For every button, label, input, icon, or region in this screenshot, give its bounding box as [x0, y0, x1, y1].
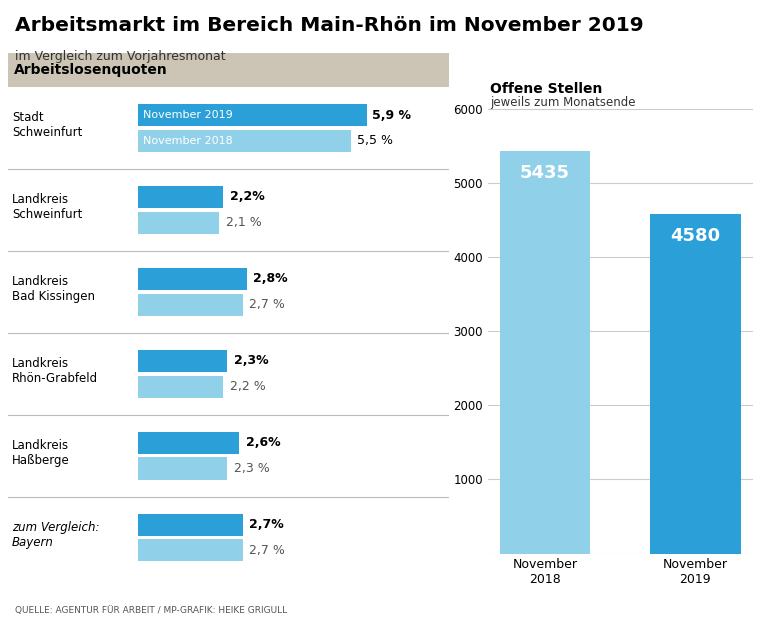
Bar	[138, 104, 367, 126]
Text: 5435: 5435	[520, 164, 570, 182]
Text: 2,7 %: 2,7 %	[250, 298, 285, 311]
Text: Landkreis
Bad Kissingen: Landkreis Bad Kissingen	[12, 275, 95, 303]
Text: Arbeitslosenquoten: Arbeitslosenquoten	[15, 63, 168, 77]
Bar	[138, 376, 223, 397]
Text: 5,5 %: 5,5 %	[357, 134, 392, 147]
Text: zum Vergleich:
Bayern: zum Vergleich: Bayern	[12, 521, 100, 549]
Text: Stadt
Schweinfurt: Stadt Schweinfurt	[12, 111, 82, 139]
Text: Offene Stellen: Offene Stellen	[490, 82, 602, 96]
Text: 2,6%: 2,6%	[246, 436, 280, 449]
Text: 2,2%: 2,2%	[230, 190, 265, 203]
Bar	[138, 514, 243, 536]
Bar	[138, 457, 227, 480]
Bar	[138, 294, 243, 316]
Text: im Vergleich zum Vorjahresmonat: im Vergleich zum Vorjahresmonat	[15, 50, 226, 63]
Text: QUELLE: AGENTUR FÜR ARBEIT / MP-GRAFIK: HEIKE GRIGULL: QUELLE: AGENTUR FÜR ARBEIT / MP-GRAFIK: …	[15, 606, 287, 615]
Bar	[138, 211, 220, 234]
Text: 4580: 4580	[670, 228, 720, 246]
Text: 2,7 %: 2,7 %	[250, 544, 285, 557]
Bar	[8, 53, 449, 87]
Text: Landkreis
Rhön-Grabfeld: Landkreis Rhön-Grabfeld	[12, 357, 98, 385]
Text: November 2019: November 2019	[144, 110, 233, 120]
Bar	[138, 268, 247, 290]
Text: November 2018: November 2018	[144, 136, 233, 146]
Text: Landkreis
Schweinfurt: Landkreis Schweinfurt	[12, 193, 82, 221]
Bar	[138, 130, 352, 152]
Bar	[650, 214, 740, 554]
Text: Landkreis
Haßberge: Landkreis Haßberge	[12, 439, 70, 467]
Text: 2,1 %: 2,1 %	[226, 216, 262, 230]
Bar	[138, 432, 239, 454]
Text: 2,7%: 2,7%	[250, 518, 284, 531]
Text: jeweils zum Monatsende: jeweils zum Monatsende	[490, 96, 635, 109]
Text: 2,8%: 2,8%	[253, 272, 288, 285]
Text: 2,3%: 2,3%	[234, 355, 269, 368]
Text: 2,3 %: 2,3 %	[234, 462, 270, 475]
Text: Arbeitsmarkt im Bereich Main-Rhön im November 2019: Arbeitsmarkt im Bereich Main-Rhön im Nov…	[15, 16, 644, 35]
Bar	[500, 151, 590, 554]
Bar	[138, 186, 223, 208]
Text: 5,9 %: 5,9 %	[372, 109, 412, 121]
Text: 2,2 %: 2,2 %	[230, 380, 266, 393]
Bar	[138, 539, 243, 562]
Bar	[138, 350, 227, 372]
